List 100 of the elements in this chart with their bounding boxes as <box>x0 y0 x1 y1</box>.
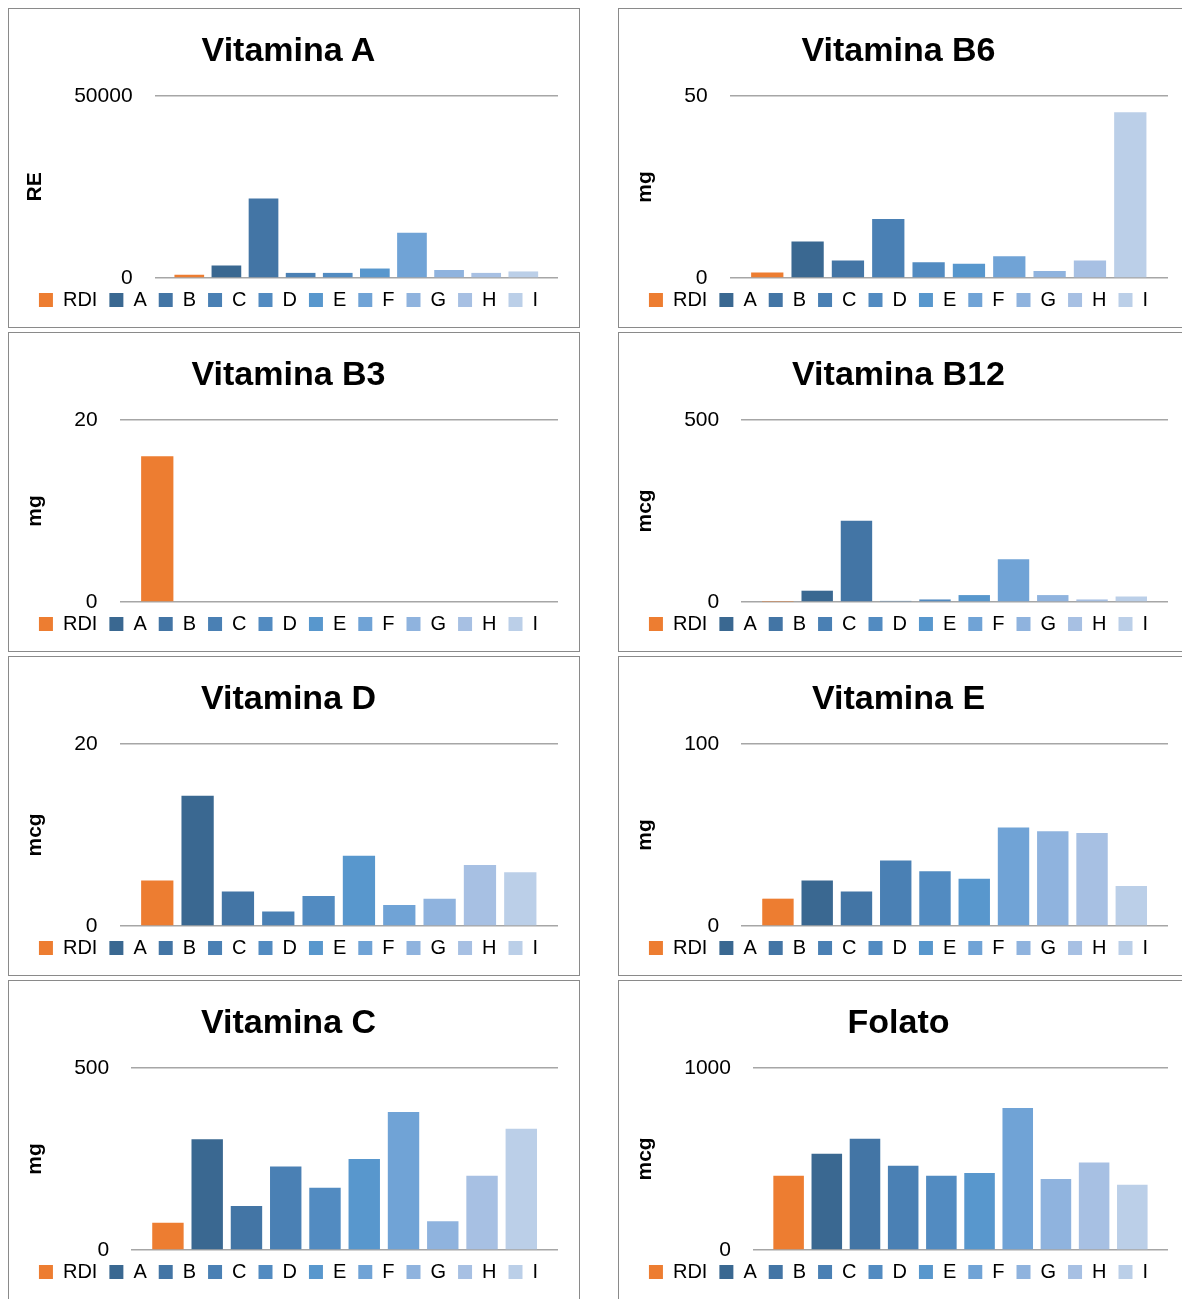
y-tick-label: 50000 <box>74 82 133 106</box>
bar <box>152 1222 184 1250</box>
y-tick-label: 500 <box>74 1054 110 1078</box>
legend-label: E <box>942 1259 957 1282</box>
bar <box>801 880 833 926</box>
y-tick-label: 1000 <box>684 1054 731 1078</box>
legend-label: I <box>532 611 539 634</box>
legend-label: F <box>992 935 1005 958</box>
y-axis-title: mcg <box>632 1137 656 1181</box>
bar <box>993 256 1026 278</box>
legend-label: G <box>1040 287 1057 310</box>
bar <box>230 1205 263 1250</box>
bar <box>434 269 464 278</box>
legend-label: RDI <box>62 1259 98 1282</box>
bar <box>1033 271 1066 278</box>
legend-label: G <box>1040 1259 1057 1282</box>
legend-label: RDI <box>62 935 98 958</box>
bar <box>270 1166 302 1250</box>
legend-label: C <box>232 1259 247 1282</box>
bar <box>1037 831 1069 926</box>
legend-label: E <box>942 611 957 634</box>
legend-label: H <box>1092 611 1107 634</box>
bar <box>463 864 497 926</box>
bar <box>958 595 990 602</box>
legend-label: A <box>133 1259 148 1282</box>
bar <box>322 272 353 278</box>
bar <box>342 855 376 926</box>
chart-title: Folato <box>847 1001 950 1040</box>
legend-label: E <box>332 287 347 310</box>
bar <box>211 265 242 278</box>
legend-label: H <box>482 611 497 634</box>
y-tick-label: 500 <box>684 406 720 430</box>
legend-label: E <box>332 1259 347 1282</box>
bar <box>831 260 865 278</box>
bar <box>1076 833 1108 926</box>
legend-label: B <box>792 287 807 310</box>
bar <box>840 520 873 602</box>
legend-label: A <box>743 611 758 634</box>
bar <box>801 590 833 602</box>
legend-label: F <box>992 1259 1005 1282</box>
legend-label: I <box>1142 611 1149 634</box>
chart-title: Vitamina D <box>200 677 377 716</box>
y-tick-label: 50 <box>684 82 708 106</box>
legend-label: G <box>430 1259 447 1282</box>
legend-label: D <box>892 611 907 634</box>
y-tick-label: 0 <box>97 1236 110 1260</box>
bar <box>912 262 945 278</box>
legend-label: I <box>1142 1259 1149 1282</box>
chart-title: Vitamina B12 <box>792 353 1005 392</box>
chart-title: Vitamina A <box>201 29 376 68</box>
legend-label: E <box>942 935 957 958</box>
legend-label: G <box>1040 935 1057 958</box>
bar <box>811 1153 843 1250</box>
legend-label: H <box>1092 935 1107 958</box>
bar <box>1002 1107 1034 1250</box>
bar <box>383 905 416 926</box>
bar <box>387 1111 420 1250</box>
bar <box>262 911 295 926</box>
legend-label: D <box>282 935 297 958</box>
legend-label: C <box>232 611 247 634</box>
bar <box>427 1221 459 1250</box>
legend-label: C <box>842 287 857 310</box>
bar <box>508 271 539 278</box>
bar <box>191 1139 223 1250</box>
legend-label: I <box>532 935 539 958</box>
legend-label: D <box>282 287 297 310</box>
y-axis-title: mg <box>22 495 46 527</box>
bar <box>1037 595 1069 602</box>
bar <box>285 272 316 278</box>
legend-label: A <box>133 287 148 310</box>
bar <box>309 1187 341 1250</box>
bar <box>397 232 427 278</box>
legend-label: B <box>182 935 197 958</box>
bar <box>1078 1162 1110 1250</box>
y-tick-label: 0 <box>719 1236 731 1260</box>
bar <box>181 795 214 926</box>
y-tick-label: 100 <box>684 730 720 754</box>
legend-label: G <box>430 287 447 310</box>
chart-title: Vitamina B6 <box>801 29 996 68</box>
legend-label: F <box>992 287 1005 310</box>
legend-label: B <box>182 287 197 310</box>
y-tick-label: 0 <box>120 264 133 288</box>
bar <box>1073 260 1107 278</box>
bar <box>997 559 1030 602</box>
legend-label: A <box>133 935 148 958</box>
bar <box>872 218 905 278</box>
y-axis-title: mcg <box>22 813 46 857</box>
y-axis-title: mg <box>632 819 656 851</box>
legend-label: D <box>282 611 297 634</box>
y-axis-title: mg <box>632 171 656 203</box>
legend-label: D <box>282 1259 297 1282</box>
legend-label: A <box>743 1259 758 1282</box>
bar <box>840 891 873 926</box>
bar <box>849 1138 881 1250</box>
legend-label: RDI <box>672 935 708 958</box>
legend-label: B <box>792 611 807 634</box>
legend-label: C <box>842 1259 857 1282</box>
y-tick-label: 0 <box>707 588 720 612</box>
legend-label: I <box>1142 287 1149 310</box>
legend-label: RDI <box>672 1259 708 1282</box>
